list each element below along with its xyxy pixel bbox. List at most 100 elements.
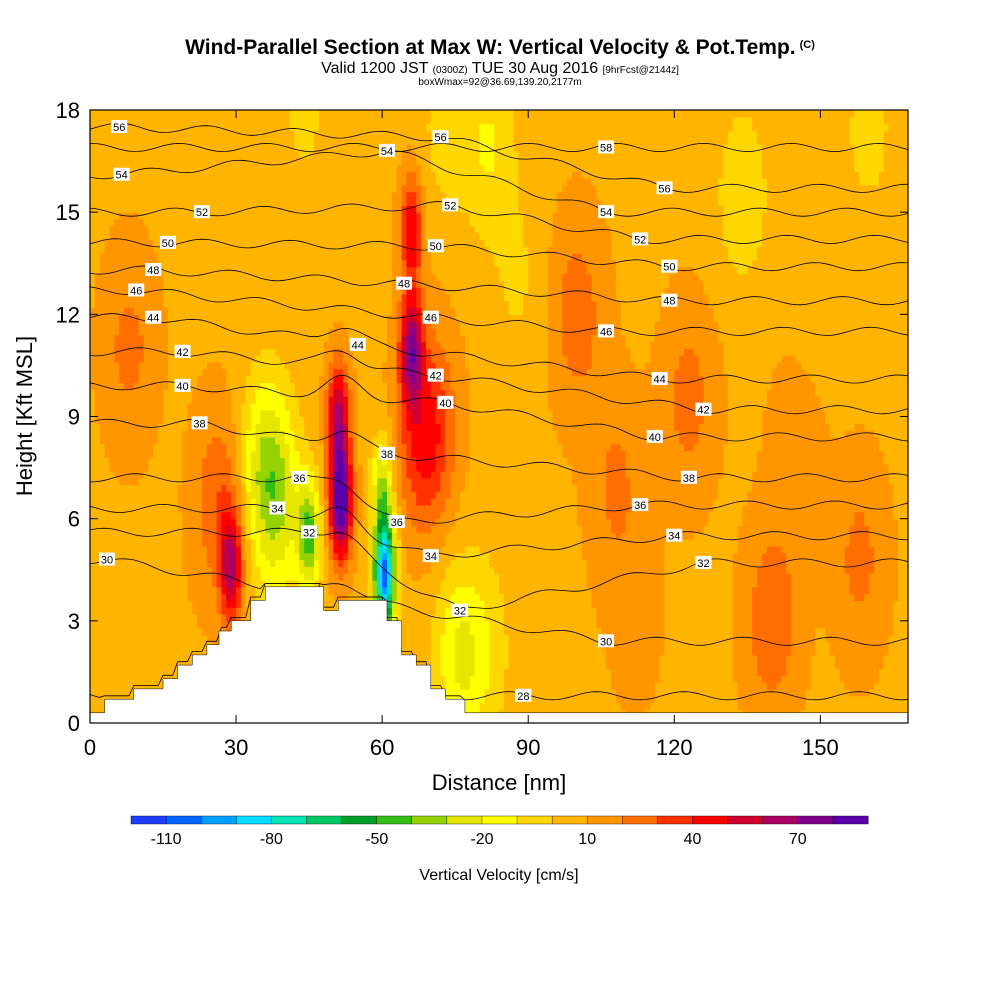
velocity-cell [513,573,520,581]
velocity-cell [854,654,860,663]
velocity-cell [805,525,812,533]
velocity-cell [591,532,597,540]
velocity-cell [591,695,597,704]
velocity-cell [124,573,130,581]
velocity-cell [382,593,388,601]
velocity-cell [172,648,179,656]
velocity-cell [757,620,763,629]
velocity-cell [557,532,563,540]
velocity-cell [757,600,763,608]
velocity-cell [635,668,641,676]
velocity-cell [221,539,227,547]
velocity-cell [542,525,549,533]
velocity-cell [557,627,563,636]
velocity-cell [338,532,344,540]
velocity-cell [552,648,559,656]
velocity-cell [576,620,583,629]
velocity-cell [815,552,821,561]
velocity-cell [898,579,904,588]
velocity-cell [455,654,461,663]
velocity-cell [460,654,466,663]
velocity-cell [547,518,554,527]
velocity-cell [430,627,437,636]
velocity-cell [499,702,505,710]
velocity-cell [90,641,96,649]
velocity-cell [323,593,330,601]
velocity-cell [279,566,286,574]
velocity-cell [878,552,885,561]
velocity-cell [747,607,753,615]
velocity-cell [391,559,398,567]
velocity-cell [693,593,700,601]
velocity-cell [727,627,734,636]
velocity-cell [494,545,500,554]
velocity-cell [708,620,714,629]
velocity-cell [153,579,159,588]
velocity-cell [810,668,817,676]
velocity-cell [586,545,593,554]
velocity-cell [119,559,125,567]
velocity-cell [469,566,476,574]
velocity-cell [771,593,778,601]
velocity-cell [90,648,96,656]
velocity-cell [533,688,539,697]
velocity-cell [805,552,812,561]
velocity-cell [528,545,534,554]
velocity-cell [810,539,817,547]
velocity-cell [153,545,159,554]
velocity-cell [124,627,130,636]
velocity-cell [864,607,870,615]
velocity-cell [679,593,685,601]
velocity-cell [659,620,666,629]
velocity-cell [796,552,802,561]
velocity-cell [114,634,120,642]
velocity-cell [752,688,758,697]
velocity-cell [508,702,515,710]
velocity-cell [163,566,169,574]
velocity-cell [854,648,860,656]
velocity-cell [221,532,227,540]
velocity-cell [430,573,437,581]
velocity-cell [206,627,213,636]
velocity-cell [460,559,466,567]
velocity-cell [781,566,787,574]
velocity-cell [421,586,427,595]
valid-date: TUE 30 Aug 2016 [471,60,599,77]
velocity-cell [421,525,427,533]
velocity-cell [679,695,685,704]
velocity-cell [674,702,680,710]
velocity-cell [854,579,860,588]
velocity-cell [761,695,768,704]
velocity-cell [610,695,617,704]
velocity-cell [625,634,632,642]
velocity-cell [752,559,758,567]
velocity-cell [484,532,490,540]
velocity-cell [289,566,296,574]
velocity-cell [547,579,554,588]
velocity-cell [90,600,96,608]
velocity-cell [499,573,505,581]
velocity-cell [581,559,588,567]
velocity-cell [693,545,700,554]
velocity-cell [893,661,899,670]
velocity-cell [591,559,597,567]
velocity-cell [537,675,544,683]
velocity-cell [591,641,597,649]
velocity-cell [94,539,101,547]
velocity-cell [805,593,812,601]
velocity-cell [416,586,422,595]
velocity-cell [737,593,744,601]
velocity-cell [825,539,831,547]
velocity-cell [878,586,885,595]
velocity-cell [182,634,188,642]
velocity-cell [630,579,636,588]
velocity-cell [119,607,125,615]
velocity-cell [869,627,875,636]
velocity-cell [440,539,447,547]
velocity-cell [684,600,690,608]
velocity-cell [124,586,130,595]
velocity-cell [591,566,597,574]
velocity-cell [328,586,335,595]
velocity-cell [854,607,860,615]
velocity-cell [625,620,632,629]
